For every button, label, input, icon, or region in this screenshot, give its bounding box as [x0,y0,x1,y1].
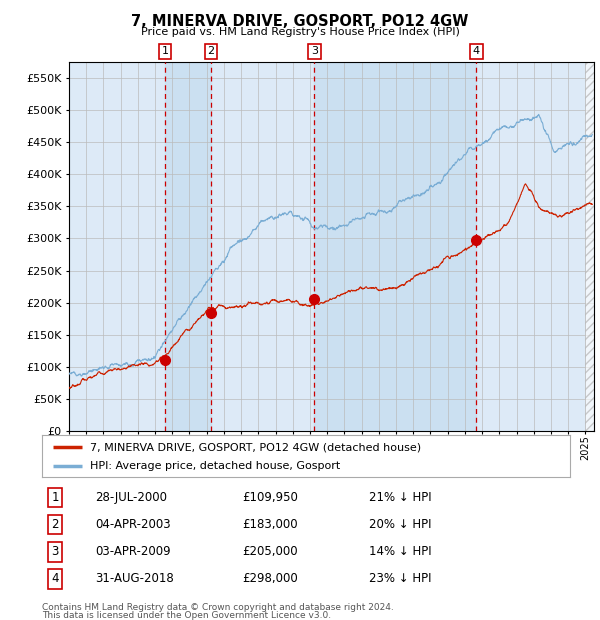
Text: 14% ↓ HPI: 14% ↓ HPI [370,545,432,558]
Text: 7, MINERVA DRIVE, GOSPORT, PO12 4GW: 7, MINERVA DRIVE, GOSPORT, PO12 4GW [131,14,469,29]
Bar [165,62,211,431]
Text: 28-JUL-2000: 28-JUL-2000 [95,491,167,504]
Text: 4: 4 [52,572,59,585]
Text: 7, MINERVA DRIVE, GOSPORT, PO12 4GW (detached house): 7, MINERVA DRIVE, GOSPORT, PO12 4GW (det… [89,442,421,452]
Text: 1: 1 [161,46,169,56]
Text: 1: 1 [52,491,59,504]
Text: 23% ↓ HPI: 23% ↓ HPI [370,572,432,585]
Bar [586,62,594,431]
Text: £183,000: £183,000 [242,518,298,531]
Text: 31-AUG-2018: 31-AUG-2018 [95,572,173,585]
Bar [314,62,476,431]
Text: 3: 3 [52,545,59,558]
Text: 2: 2 [52,518,59,531]
Text: 3: 3 [311,46,318,56]
Text: 04-APR-2003: 04-APR-2003 [95,518,170,531]
Text: Price paid vs. HM Land Registry's House Price Index (HPI): Price paid vs. HM Land Registry's House … [140,27,460,37]
Text: 20% ↓ HPI: 20% ↓ HPI [370,518,432,531]
Text: £205,000: £205,000 [242,545,298,558]
Text: £298,000: £298,000 [242,572,298,585]
Text: 2: 2 [208,46,215,56]
Text: 21% ↓ HPI: 21% ↓ HPI [370,491,432,504]
Text: 4: 4 [473,46,480,56]
Text: Contains HM Land Registry data © Crown copyright and database right 2024.: Contains HM Land Registry data © Crown c… [42,603,394,612]
Text: This data is licensed under the Open Government Licence v3.0.: This data is licensed under the Open Gov… [42,611,331,620]
Text: £109,950: £109,950 [242,491,299,504]
Text: HPI: Average price, detached house, Gosport: HPI: Average price, detached house, Gosp… [89,461,340,471]
Text: 03-APR-2009: 03-APR-2009 [95,545,170,558]
